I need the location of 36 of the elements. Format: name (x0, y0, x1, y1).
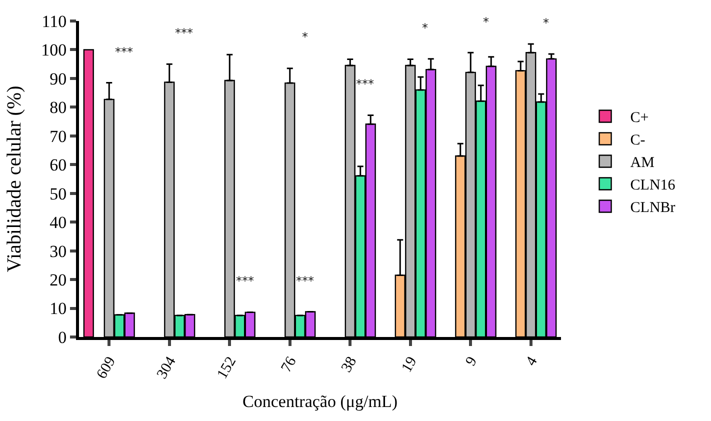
annotation: * (543, 16, 549, 30)
y-tick-label: 10 (50, 299, 67, 318)
x-tick-label: 9 (462, 354, 481, 369)
annotation: *** (115, 45, 133, 59)
x-axis-title: Concentração (μg/mL) (242, 392, 398, 412)
y-tick-label: 20 (50, 270, 67, 290)
annotation: * (483, 15, 489, 29)
y-tick-label: 100 (41, 40, 67, 60)
y-tick-label: 70 (50, 126, 67, 146)
x-tick-label: 609 (94, 354, 120, 382)
y-tick-label: 90 (50, 69, 67, 88)
y-axis-title: Viabilidade celular (%) (4, 86, 26, 272)
y-tick-label: 80 (50, 98, 67, 118)
annotation: *** (175, 26, 193, 40)
annotation: * (302, 30, 308, 44)
y-tick-label: 60 (50, 156, 67, 175)
x-tick-label: 19 (398, 354, 420, 376)
x-tick-label: 152 (214, 354, 240, 382)
y-tick-label: 30 (50, 242, 67, 261)
x-tick-label: 4 (523, 354, 542, 369)
legend-label: CLNBr (630, 200, 676, 216)
legend-label: AM (630, 155, 654, 172)
x-tick-label: 76 (278, 354, 300, 376)
legend-label: C- (630, 132, 646, 149)
y-tick-label: 0 (58, 328, 67, 347)
x-tick-label: 304 (154, 354, 180, 382)
legend-label: C+ (630, 110, 649, 126)
annotation: *** (356, 77, 374, 91)
y-tick-label: 40 (50, 213, 67, 232)
y-tick-label: 50 (50, 184, 67, 204)
annotation: *** (296, 274, 314, 288)
annotation: *** (236, 274, 254, 288)
x-tick-label: 38 (338, 354, 360, 376)
legend-label: CLN16 (630, 178, 676, 194)
annotation: * (422, 21, 428, 35)
y-tick-label: 110 (42, 12, 67, 31)
